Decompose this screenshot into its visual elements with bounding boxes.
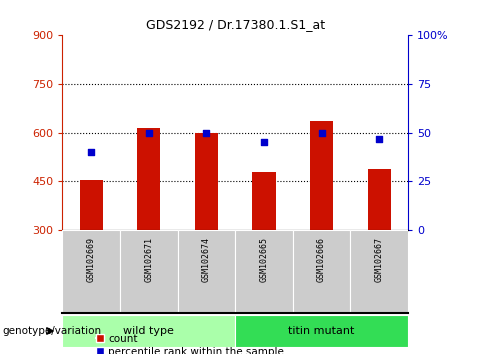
Point <box>260 139 268 145</box>
Point <box>375 136 383 141</box>
Bar <box>235 230 293 313</box>
Bar <box>350 230 408 313</box>
Bar <box>80 180 103 230</box>
Text: wild type: wild type <box>123 326 174 336</box>
Text: GSM102667: GSM102667 <box>375 237 384 282</box>
Bar <box>310 121 333 230</box>
Bar <box>62 230 120 313</box>
Text: GSM102665: GSM102665 <box>260 237 268 282</box>
Point <box>318 130 325 136</box>
Legend: count, percentile rank within the sample: count, percentile rank within the sample <box>92 330 288 354</box>
Text: GSM102671: GSM102671 <box>144 237 153 282</box>
Bar <box>178 230 235 313</box>
Bar <box>195 133 218 230</box>
Text: GSM102666: GSM102666 <box>317 237 326 282</box>
Title: GDS2192 / Dr.17380.1.S1_at: GDS2192 / Dr.17380.1.S1_at <box>145 18 325 32</box>
Text: genotype/variation: genotype/variation <box>2 326 102 336</box>
Point <box>203 130 210 136</box>
Bar <box>252 172 276 230</box>
Bar <box>368 169 391 230</box>
Point <box>87 149 95 155</box>
Text: GSM102674: GSM102674 <box>202 237 211 282</box>
Bar <box>120 230 178 313</box>
Bar <box>293 230 350 313</box>
Text: GSM102669: GSM102669 <box>87 237 96 282</box>
Bar <box>62 315 235 347</box>
Bar <box>235 315 408 347</box>
Text: titin mutant: titin mutant <box>288 326 355 336</box>
Bar <box>137 128 160 230</box>
Point <box>145 130 153 136</box>
